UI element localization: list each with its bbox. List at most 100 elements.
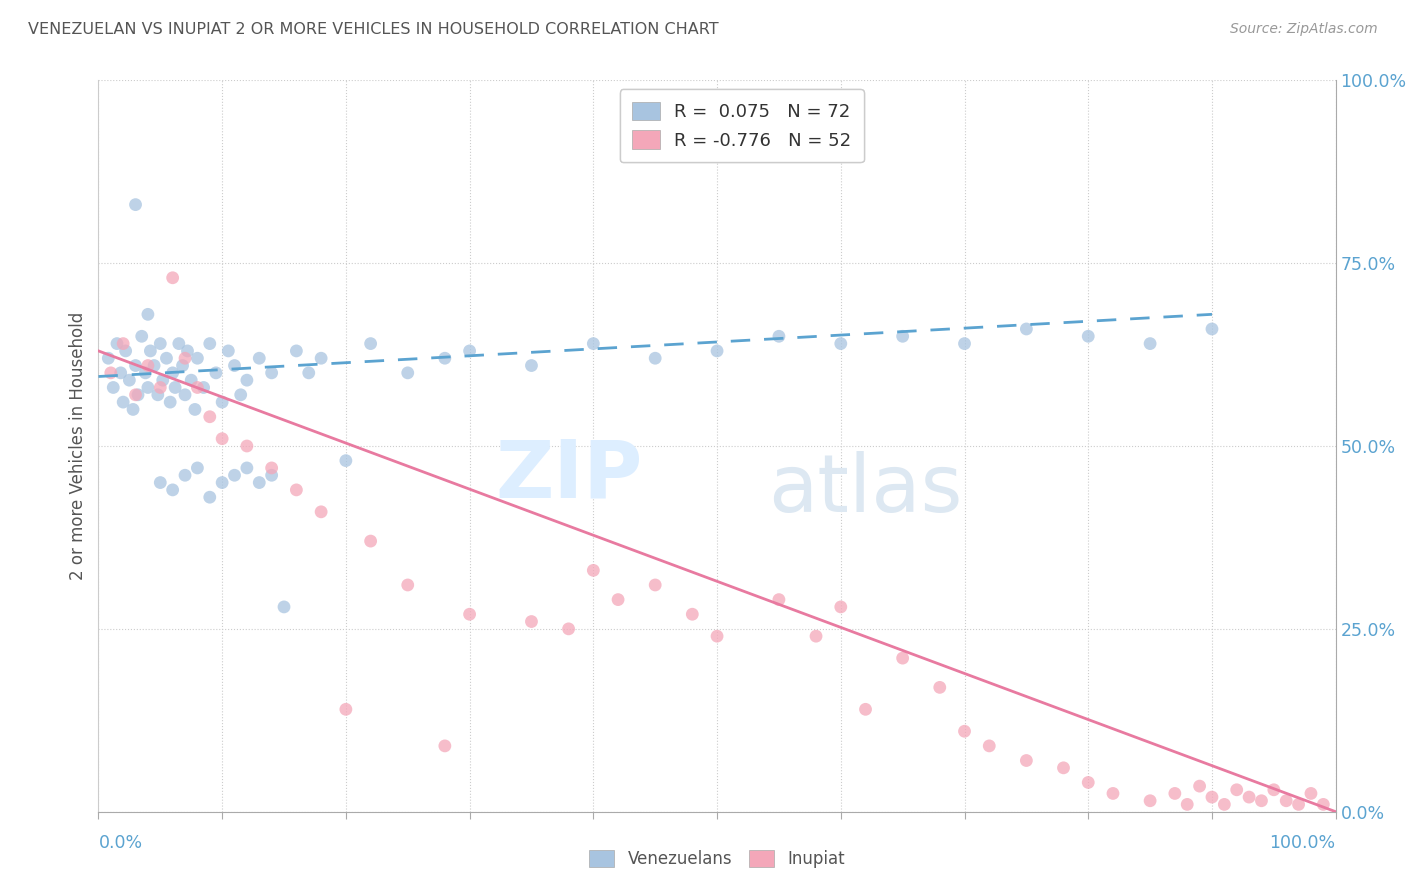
Point (122, 402, 145, 417)
Point (1139, 794, 1161, 808)
Point (211, 432, 233, 446)
Point (1015, 322, 1038, 336)
Point (205, 366, 228, 380)
Point (396, 366, 419, 380)
Point (1312, 797, 1334, 812)
Point (706, 343, 728, 358)
Point (186, 461, 208, 475)
Point (162, 366, 184, 380)
Point (127, 388, 149, 402)
Point (830, 599, 852, 614)
Point (149, 380, 172, 394)
Point (804, 629, 827, 643)
Text: ZIP: ZIP (495, 436, 643, 515)
Point (309, 351, 332, 366)
Point (1188, 779, 1211, 793)
Point (298, 366, 321, 380)
Point (198, 409, 221, 424)
Point (236, 461, 259, 475)
Text: atlas: atlas (768, 450, 963, 529)
Point (1015, 754, 1038, 768)
Point (855, 702, 877, 716)
Point (217, 343, 239, 358)
Point (1213, 797, 1236, 812)
Point (520, 359, 543, 373)
Point (433, 739, 456, 753)
Point (582, 336, 605, 351)
Point (143, 359, 166, 373)
Point (1077, 329, 1099, 343)
Point (582, 563, 605, 577)
Point (224, 359, 246, 373)
Point (236, 373, 259, 387)
Point (1164, 787, 1187, 801)
Point (335, 702, 357, 716)
Point (180, 373, 202, 387)
Point (174, 388, 197, 402)
Point (273, 599, 295, 614)
Point (360, 336, 382, 351)
Point (891, 651, 914, 665)
Point (186, 380, 208, 394)
Y-axis label: 2 or more Vehicles in Household: 2 or more Vehicles in Household (69, 312, 87, 580)
Point (174, 468, 197, 483)
Point (1077, 775, 1099, 789)
Point (979, 739, 1001, 753)
Point (247, 475, 270, 490)
Point (260, 461, 283, 475)
Point (458, 607, 481, 622)
Point (928, 681, 950, 695)
Point (103, 380, 125, 394)
Point (139, 343, 162, 358)
Point (768, 329, 790, 343)
Point (124, 197, 146, 211)
Point (433, 351, 456, 366)
Point (105, 336, 128, 351)
Text: Source: ZipAtlas.com: Source: ZipAtlas.com (1230, 22, 1378, 37)
Point (360, 534, 382, 549)
Point (1201, 790, 1223, 805)
Point (1226, 782, 1249, 797)
Point (162, 270, 184, 285)
Point (1299, 787, 1322, 801)
Legend: R =  0.075   N = 72, R = -0.776   N = 52: R = 0.075 N = 72, R = -0.776 N = 52 (620, 89, 863, 162)
Point (149, 336, 172, 351)
Point (198, 336, 221, 351)
Point (124, 359, 146, 373)
Text: 100.0%: 100.0% (1270, 834, 1336, 852)
Point (112, 395, 135, 409)
Point (458, 343, 481, 358)
Point (152, 373, 174, 387)
Point (260, 468, 283, 483)
Point (557, 622, 579, 636)
Point (1250, 794, 1272, 808)
Point (247, 351, 270, 366)
Point (335, 453, 357, 467)
Point (131, 329, 153, 343)
Text: VENEZUELAN VS INUPIAT 2 OR MORE VEHICLES IN HOUSEHOLD CORRELATION CHART: VENEZUELAN VS INUPIAT 2 OR MORE VEHICLES… (28, 22, 718, 37)
Point (110, 366, 132, 380)
Point (162, 483, 184, 497)
Point (124, 388, 146, 402)
Point (1201, 322, 1223, 336)
Point (155, 351, 177, 366)
Text: 0.0%: 0.0% (98, 834, 142, 852)
Point (1175, 797, 1198, 812)
Point (644, 351, 666, 366)
Point (706, 629, 728, 643)
Point (186, 351, 208, 366)
Point (167, 336, 190, 351)
Point (953, 724, 976, 739)
Point (891, 329, 914, 343)
Point (211, 475, 233, 490)
Point (285, 483, 308, 497)
Point (159, 395, 181, 409)
Point (224, 468, 246, 483)
Point (136, 359, 159, 373)
Point (112, 336, 135, 351)
Point (198, 490, 221, 504)
Point (118, 373, 141, 387)
Point (1139, 336, 1161, 351)
Point (193, 380, 215, 394)
Point (1288, 797, 1310, 812)
